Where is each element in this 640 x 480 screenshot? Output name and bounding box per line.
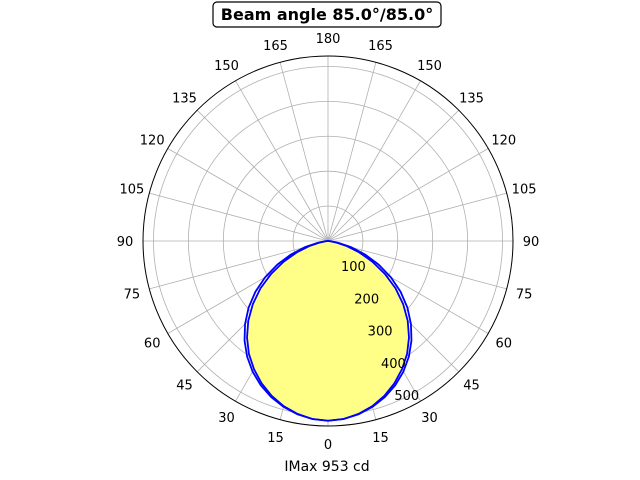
angle-tick-label: 30 <box>421 411 438 426</box>
angle-tick-label: 30 <box>218 411 235 426</box>
radial-tick-label: 100 <box>341 260 366 275</box>
angle-tick-label: 75 <box>124 288 141 303</box>
angle-tick-label: 0 <box>324 438 332 453</box>
radial-tick-label: 400 <box>381 357 406 372</box>
angle-tick-label: 150 <box>214 59 239 74</box>
angle-tick-label: 165 <box>368 39 393 54</box>
intensity-fill <box>247 241 409 421</box>
angle-tick-label: 135 <box>459 92 484 107</box>
radial-tick-label: 500 <box>394 389 419 404</box>
outer-circle <box>142 55 514 427</box>
grid-spoke <box>327 192 507 242</box>
angle-tick-label: 45 <box>463 379 480 394</box>
intensity-curve-2 <box>243 240 413 422</box>
intensity-curves <box>243 240 413 422</box>
grid-spoke <box>149 192 329 242</box>
grid-spoke <box>327 80 421 242</box>
grid-spoke <box>235 80 329 242</box>
grid-spoke <box>149 240 329 290</box>
angle-tick-label: 75 <box>516 288 533 303</box>
grid-spoke <box>327 109 460 242</box>
angle-tick-label: 60 <box>144 337 161 352</box>
angle-tick-label: 150 <box>417 59 442 74</box>
title-box <box>212 1 442 28</box>
angle-tick-label: 15 <box>372 431 389 446</box>
intensity-area <box>247 241 409 421</box>
angle-tick-label: 15 <box>267 431 284 446</box>
angle-tick-label: 90 <box>117 235 134 250</box>
angle-tick-label: 60 <box>496 337 513 352</box>
angle-tick-label: 105 <box>512 183 537 198</box>
grid-spoke <box>167 148 329 242</box>
angle-tick-label: 105 <box>119 183 144 198</box>
grid-spoke <box>327 62 377 242</box>
angle-tick-label: 90 <box>523 235 540 250</box>
radial-tick-label: 300 <box>368 325 393 340</box>
title-text: Beam angle 85.0°/85.0° <box>221 5 433 24</box>
x-axis-label: IMax 953 cd <box>284 459 369 475</box>
angle-tick-label: 165 <box>263 39 288 54</box>
angle-tick-labels: 0 15 30 45 60 75 90 105 120 135 150 165 180 165 150 135… <box>117 32 540 453</box>
radial-tick-label: 200 <box>354 293 379 308</box>
radial-tick-labels: 100 200 300 400 500 <box>341 260 419 404</box>
grid-spoke <box>196 109 329 242</box>
angle-tick-label: 180 <box>316 32 341 47</box>
grid-spoke <box>327 240 507 290</box>
grid-spoke <box>327 148 489 242</box>
grid-spoke <box>279 62 329 242</box>
angle-tick-label: 120 <box>491 134 516 149</box>
angle-tick-label: 135 <box>172 92 197 107</box>
chart-title: Beam angle 85.0°/85.0° <box>212 1 442 28</box>
angle-tick-label: 45 <box>176 379 193 394</box>
angle-tick-label: 120 <box>140 134 165 149</box>
